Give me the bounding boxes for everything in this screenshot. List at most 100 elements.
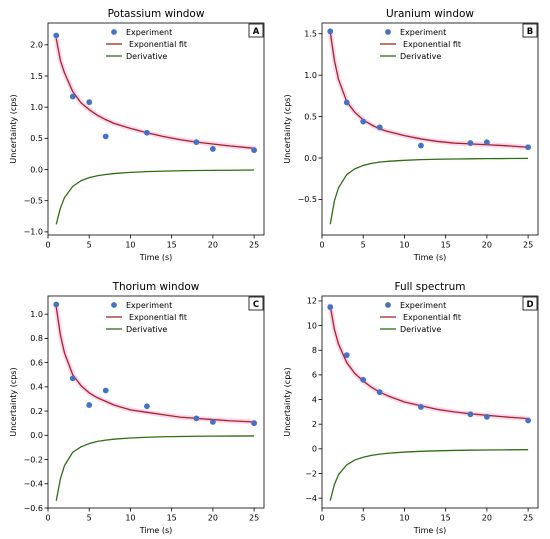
y-tick-label: 1.0 (30, 310, 43, 319)
y-tick-label: 0.0 (304, 154, 317, 163)
y-tick-label: 0.6 (30, 358, 43, 367)
y-tick-label: −1.0 (24, 228, 43, 237)
legend: Experiment Exponential fit Derivative (380, 301, 461, 334)
y-tick-label: 0.0 (30, 165, 43, 174)
x-tick-label: 5 (361, 514, 366, 523)
y-tick-label: −2 (305, 469, 317, 478)
x-tick-label: 10 (125, 514, 135, 523)
experiment-point (418, 142, 424, 149)
y-tick-label: 0 (312, 445, 317, 454)
y-axis-label: Uncertainty (cps) (283, 94, 292, 163)
legend-label-experiment: Experiment (126, 28, 172, 37)
y-tick-label: −4 (305, 494, 317, 503)
chart-title: Potassium window (108, 8, 205, 20)
x-axis-label: Time (s) (139, 526, 173, 535)
derivative-line (55, 169, 255, 225)
experiment-point (144, 403, 150, 410)
panel-letter-box (522, 23, 538, 38)
panel-letter-box (248, 296, 264, 311)
legend-label-fit: Exponential fit (403, 40, 461, 49)
legend: Experiment Exponential fit Derivative (106, 301, 187, 334)
experiment-point (376, 389, 383, 396)
experiment-point (327, 28, 334, 35)
y-tick-label: 2.0 (30, 41, 43, 50)
x-tick-label: 15 (441, 241, 451, 250)
legend: Experiment Exponential fit Derivative (380, 28, 461, 61)
y-tick-label: 10 (307, 321, 317, 330)
y-tick-label: 1.5 (30, 72, 43, 81)
experiment-point (483, 413, 490, 420)
experiment-point (343, 99, 350, 106)
y-axis-label: Uncertainty (cps) (9, 367, 18, 436)
panel-letter-box (522, 296, 538, 311)
y-tick-label: −0.6 (24, 504, 43, 513)
y-axis-label: Uncertainty (cps) (9, 94, 18, 163)
x-axis-label: Time (s) (139, 253, 173, 262)
y-axis-label: Uncertainty (cps) (283, 367, 292, 436)
experiment-point (193, 415, 200, 422)
y-tick-label: 8 (312, 346, 317, 355)
experiment-point (525, 417, 532, 424)
x-tick-label: 25 (249, 241, 259, 250)
x-tick-label: 25 (249, 514, 259, 523)
x-tick-label: 10 (399, 514, 409, 523)
panel-letter-box (248, 23, 264, 38)
panel-b: Uranium window 0 5 10 15 20 25 −0.5 0.0 0.5 1.0 1.5… (283, 8, 539, 262)
experiment-point (360, 376, 367, 383)
y-tick-label: 0.0 (30, 431, 43, 440)
x-tick-label: 15 (441, 514, 451, 523)
derivative-line (329, 449, 529, 501)
experiment-point (193, 139, 200, 145)
x-tick-label: 25 (523, 514, 533, 523)
x-tick-label: 20 (482, 241, 492, 250)
panel-letter: A (253, 27, 260, 37)
legend-label-derivative: Derivative (400, 325, 441, 334)
experiment-point (102, 387, 109, 394)
panel-a: Potassium window 0 5 10 15 20 25 −1.0 −0.5 0.0 0.5… (9, 8, 265, 262)
y-tick-label: −0.4 (24, 480, 43, 489)
panel-d: Full spectrum 0 5 10 15 20 25 −4 −2 0 2 4 6 8 10 12 Time… (283, 281, 539, 535)
x-tick-label: 5 (87, 514, 92, 523)
experiment-point (86, 99, 93, 106)
legend-label-experiment: Experiment (400, 28, 446, 37)
experiment-point (86, 402, 93, 408)
experiment-point (53, 32, 60, 39)
panel-letter: B (527, 27, 533, 37)
legend: Experiment Exponential fit Derivative (106, 28, 187, 61)
legend-label-fit: Exponential fit (403, 313, 461, 322)
panel-letter: D (526, 300, 533, 310)
experiment-point (209, 146, 216, 152)
experiment-point (467, 411, 474, 418)
x-tick-label: 0 (45, 241, 50, 250)
chart-title: Thorium window (112, 281, 200, 293)
x-tick-label: 5 (87, 241, 92, 250)
experiment-point (343, 352, 350, 359)
x-axis-label: Time (s) (413, 526, 447, 535)
legend-label-fit: Exponential fit (129, 40, 187, 49)
experiment-point (483, 139, 490, 146)
x-tick-label: 0 (319, 241, 324, 250)
y-tick-label: 1.0 (304, 71, 317, 80)
y-tick-label: −0.5 (298, 195, 317, 204)
legend-marker-experiment (111, 29, 117, 35)
x-tick-label: 10 (125, 241, 135, 250)
experiment-point (251, 147, 258, 154)
exponential-fit-line (329, 305, 529, 420)
legend-label-experiment: Experiment (400, 301, 446, 310)
x-tick-label: 15 (167, 241, 177, 250)
x-tick-label: 10 (399, 241, 409, 250)
chart-title: Uranium window (386, 8, 474, 20)
y-tick-label: 4 (312, 395, 317, 404)
experiment-point (467, 140, 474, 146)
panel-c: Thorium window 0 5 10 15 20 25 −0.6 −0.4 −0.2 0.0 0… (9, 281, 265, 535)
legend-label-derivative: Derivative (126, 52, 167, 61)
y-tick-label: −0.2 (24, 455, 43, 464)
legend-marker-experiment (385, 29, 391, 35)
legend-label-fit: Exponential fit (129, 313, 187, 322)
fit-halo (327, 29, 531, 150)
derivative-line (329, 157, 529, 225)
y-tick-label: 1.5 (304, 30, 317, 39)
experiment-point (69, 375, 76, 382)
experiment-point (69, 93, 76, 100)
